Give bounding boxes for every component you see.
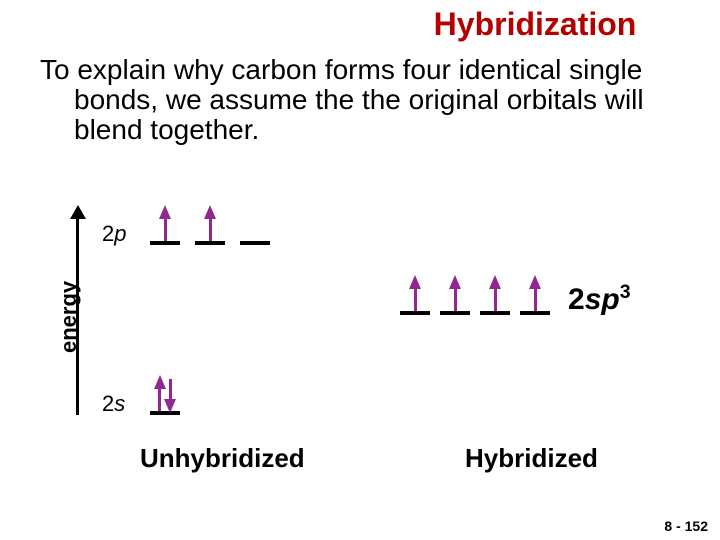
column-label-hybridized: Hybridized — [465, 443, 598, 474]
energy-axis-arrowhead — [70, 205, 86, 219]
orbital-line — [480, 311, 510, 315]
orbital-line — [195, 241, 225, 245]
orbital-line — [520, 311, 550, 315]
orbital-line — [240, 241, 270, 245]
orbital-slot-2p-2 — [240, 241, 270, 245]
orbital-label-2s: 2s — [102, 391, 125, 417]
orbital-slot-2p-0 — [150, 241, 180, 245]
orbital-slot-2sp3-0 — [400, 311, 430, 315]
slide-number: 8 - 152 — [664, 518, 708, 534]
orbital-label-2p: 2p — [102, 221, 127, 247]
orbital-slot-2sp3-2 — [480, 311, 510, 315]
orbital-slot-2sp3-1 — [440, 311, 470, 315]
energy-axis-label: energy — [56, 281, 82, 353]
orbital-line — [440, 311, 470, 315]
orbital-line — [150, 241, 180, 245]
energy-diagram: energy 2p 2s 2sp3 Unhybridized Hybridized — [20, 205, 700, 475]
orbital-line — [400, 311, 430, 315]
column-label-unhybridized: Unhybridized — [140, 443, 305, 474]
orbital-slot-2p-1 — [195, 241, 225, 245]
body-paragraph: To explain why carbon forms four identic… — [20, 55, 700, 145]
orbital-slot-2s-0 — [150, 411, 180, 415]
page-title: Hybridization — [175, 6, 720, 43]
orbital-slot-2sp3-3 — [520, 311, 550, 315]
orbital-label-2sp3: 2sp3 — [568, 281, 631, 317]
